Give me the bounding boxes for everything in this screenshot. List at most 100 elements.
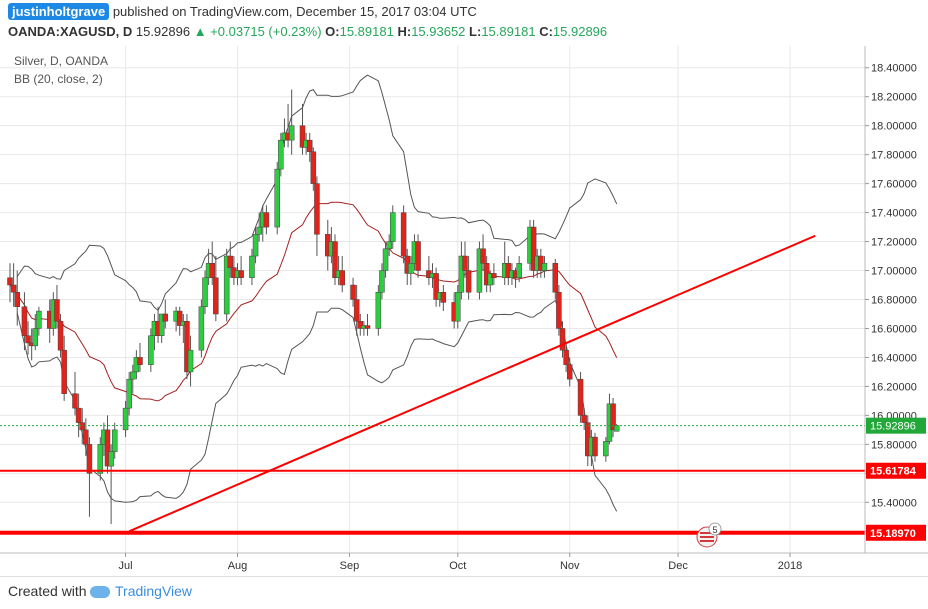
y-tick-label: 16.80000: [871, 295, 917, 307]
candle-body: [455, 292, 461, 322]
candle-body: [162, 313, 169, 322]
x-tick-label: Oct: [449, 560, 466, 572]
candle-body: [613, 425, 620, 432]
candle-body: [332, 241, 338, 279]
bb-middle-band: [9, 201, 618, 402]
candle-body: [566, 364, 573, 380]
candle-body: [184, 320, 190, 373]
price-chart[interactable]: 18.40000 18.20000 18.00000 17.80000 17.60000…: [0, 46, 928, 576]
x-tick-label: Nov: [560, 560, 580, 572]
candle-body: [108, 451, 114, 467]
candle-body: [97, 444, 104, 474]
grid: [0, 46, 865, 553]
support-price-label: 15.61784: [870, 466, 917, 478]
candle-body: [541, 263, 548, 271]
candle-body: [386, 241, 392, 250]
symbol-label: OANDA:XAGUSD, D: [8, 24, 133, 39]
candle-body: [314, 183, 320, 235]
candle-body: [126, 378, 132, 409]
candle-body: [57, 320, 64, 351]
support-price-tag: [866, 524, 926, 541]
candle-body: [563, 349, 569, 365]
candle-body: [148, 335, 154, 365]
candle-body: [202, 277, 208, 307]
candle-body: [310, 151, 317, 184]
us-flag-event-icon[interactable]: 5: [696, 522, 722, 548]
close-label: C:: [539, 24, 553, 39]
candle-body: [581, 415, 587, 423]
candle-body: [462, 255, 468, 271]
candle-body: [353, 299, 360, 322]
chart-title: Silver, D, OANDA: [14, 54, 108, 68]
current-price: 15.92896: [135, 24, 191, 39]
drawn-lines: [0, 234, 865, 535]
candle-body: [252, 234, 259, 257]
candle-body: [86, 444, 93, 474]
tradingview-logo[interactable]: TradingView: [90, 583, 192, 599]
candle-body: [79, 422, 85, 431]
current-price-label: 15.92896: [870, 421, 916, 433]
candle-body: [339, 270, 345, 286]
time-axis: Jul Aug Sep Oct Nov Dec 2018: [119, 553, 802, 572]
y-tick-label: 17.20000: [871, 237, 917, 249]
high-label: H:: [397, 24, 412, 39]
trendline: [128, 234, 816, 533]
ohlc-line: OANDA:XAGUSD, D 15.92896 ▲ +0.03715 (+0.…: [8, 24, 607, 39]
candle-body: [476, 248, 483, 293]
x-tick-label: Aug: [228, 560, 248, 572]
candle-body: [122, 407, 129, 431]
candle-body: [198, 306, 205, 351]
candle-body: [559, 328, 566, 351]
candle-body: [516, 263, 522, 279]
candle-body: [480, 248, 486, 264]
candle-body: [75, 407, 82, 423]
published-text: published on TradingView.com, December 1…: [112, 4, 477, 19]
candle-body: [288, 125, 295, 141]
change-value: +0.03715 (+0.23%): [210, 24, 322, 39]
candle-body: [379, 270, 385, 293]
chart-header: justinholtgrave published on TradingView…: [0, 0, 928, 46]
candle-body: [465, 270, 472, 293]
candle-body: [603, 441, 609, 457]
y-tick-label: 16.20000: [871, 381, 917, 393]
support-price-tag: [866, 462, 926, 479]
candle-body: [415, 241, 421, 271]
candle-body: [238, 270, 244, 279]
candle-body: [350, 284, 356, 300]
y-tick-label: 17.40000: [871, 208, 917, 220]
cloud-icon: [90, 586, 110, 599]
candle-body: [491, 273, 497, 279]
candle-body: [274, 168, 280, 228]
chart-area[interactable]: 18.40000 18.20000 18.00000 17.80000 17.60000…: [0, 46, 928, 576]
candle-body: [552, 263, 559, 293]
username-badge[interactable]: justinholtgrave: [8, 3, 110, 20]
created-with-label: Created with: [8, 583, 87, 599]
candle-body: [25, 335, 31, 344]
y-tick-label: 18.00000: [871, 121, 917, 133]
candle-body: [390, 212, 396, 242]
candle-body: [263, 212, 270, 228]
candle-body: [209, 263, 215, 279]
candle-body: [104, 429, 111, 467]
candle-body: [111, 429, 118, 452]
bb-upper-band: [16, 74, 618, 312]
close-value: 15.92896: [552, 24, 608, 39]
candle-body: [36, 310, 42, 329]
x-tick-label: Sep: [340, 560, 360, 572]
x-tick-label: Jul: [119, 560, 133, 572]
candle-body: [14, 292, 20, 307]
candle-body: [400, 212, 407, 257]
candle-body: [249, 255, 255, 279]
bollinger-bands: [9, 74, 618, 512]
candle-body: [278, 139, 284, 170]
low-label: L:: [469, 24, 482, 39]
candle-body: [21, 306, 28, 336]
y-tick-label: 16.40000: [871, 352, 917, 364]
candle-body: [176, 310, 183, 326]
candle-body: [83, 429, 89, 445]
open-value: 15.89181: [339, 24, 394, 39]
candle-body: [610, 403, 616, 431]
candle-body: [306, 139, 313, 152]
y-tick-label: 18.40000: [871, 63, 917, 75]
current-price-tag: [866, 417, 926, 434]
